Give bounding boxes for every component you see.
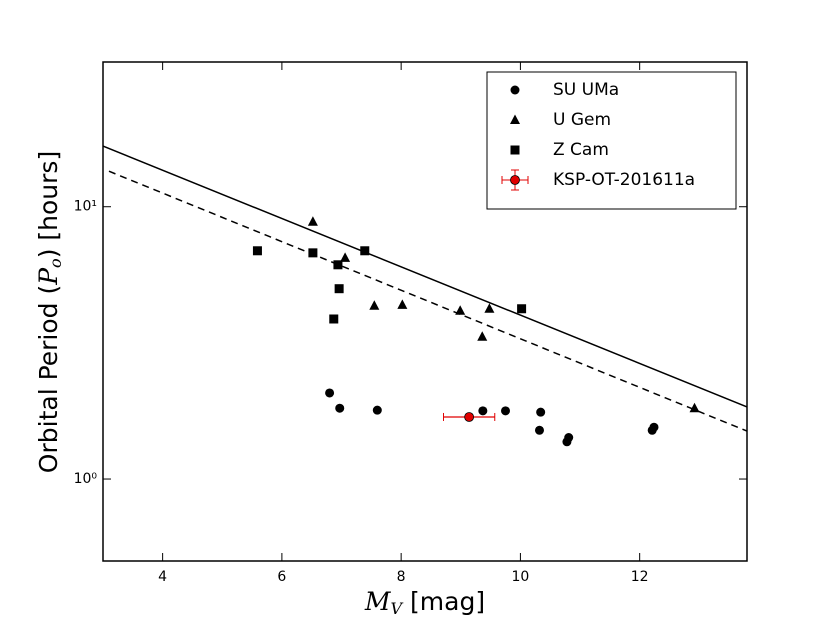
y-tick-label: 10⁰ xyxy=(74,471,98,487)
legend-label: SU UMa xyxy=(553,80,619,100)
legend-label: Z Cam xyxy=(553,140,609,160)
x-tick-label: 8 xyxy=(397,569,406,585)
x-axis-label: MV [mag] xyxy=(364,587,485,618)
legend-label: KSP-OT-201611a xyxy=(553,170,695,190)
point xyxy=(501,406,510,416)
x-label-unit: [mag] xyxy=(402,587,485,616)
point xyxy=(464,412,475,422)
x-label-symbol: M xyxy=(364,587,392,616)
y-axis-label: Orbital Period (Po) [hours] xyxy=(34,151,65,473)
y-label-sub: o xyxy=(46,258,65,268)
y-label-before: Orbital Period ( xyxy=(34,285,63,473)
point xyxy=(397,299,408,309)
legend-marker xyxy=(510,114,520,124)
point xyxy=(360,246,370,256)
y-label-symbol: P xyxy=(34,267,63,286)
point xyxy=(478,406,488,416)
point xyxy=(329,314,339,324)
y-tick-label: 10¹ xyxy=(74,199,97,215)
point xyxy=(536,407,546,417)
point xyxy=(477,331,488,341)
y-label-after: ) [hours] xyxy=(34,151,63,259)
point xyxy=(369,300,380,310)
point xyxy=(325,388,335,398)
fit-line xyxy=(103,145,747,408)
point xyxy=(484,303,495,313)
point xyxy=(517,304,527,314)
point xyxy=(308,248,318,258)
point xyxy=(455,305,466,315)
plot-frame xyxy=(102,61,748,562)
x-tick-label: 6 xyxy=(277,569,286,585)
x-label-sub: V xyxy=(391,599,404,618)
legend: SU UMa U Gem Z Cam KSP-OT-201611a xyxy=(486,71,737,210)
point xyxy=(534,425,544,435)
point xyxy=(649,422,659,432)
x-tick-label: 12 xyxy=(631,569,649,585)
point xyxy=(252,246,262,256)
point xyxy=(340,252,351,262)
legend-label: U Gem xyxy=(553,110,611,130)
fit-line xyxy=(108,170,747,432)
point xyxy=(307,216,318,226)
point xyxy=(562,437,572,447)
point xyxy=(372,405,382,415)
x-tick-label: 4 xyxy=(158,569,167,585)
point xyxy=(335,403,345,413)
point xyxy=(334,284,344,294)
x-tick-label: 10 xyxy=(511,569,529,585)
legend-marker xyxy=(510,145,520,155)
legend-marker xyxy=(510,175,520,185)
legend-box xyxy=(486,71,737,210)
point xyxy=(333,260,343,270)
point xyxy=(689,402,700,413)
legend-marker xyxy=(510,85,520,95)
